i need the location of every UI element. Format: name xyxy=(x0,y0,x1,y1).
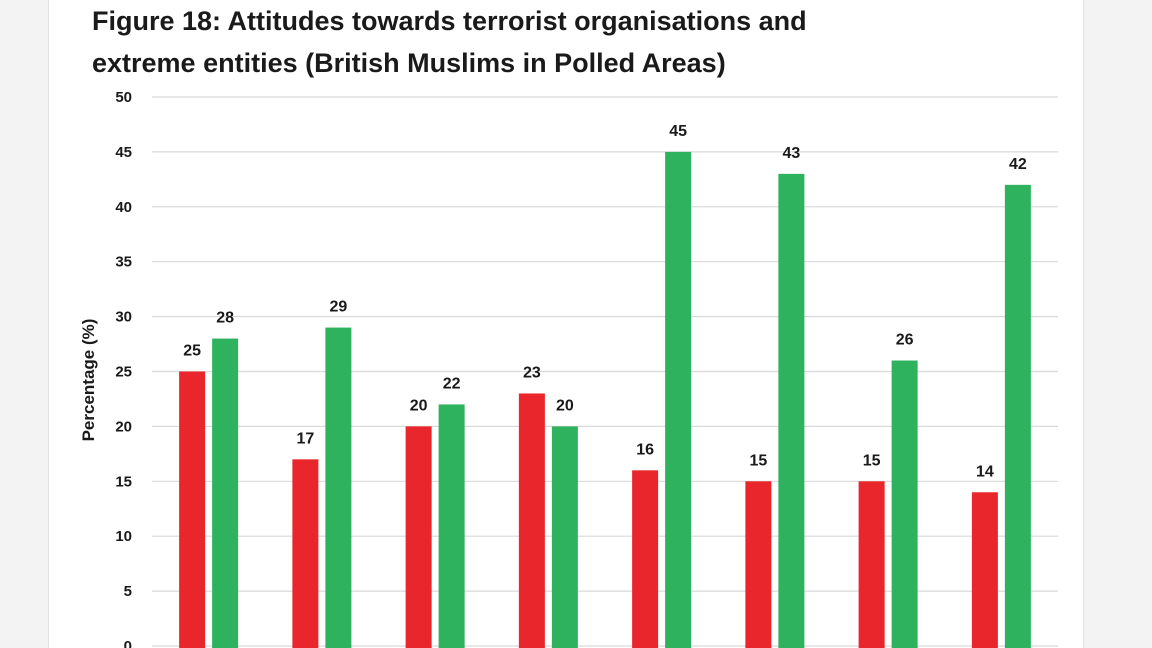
data-label: 16 xyxy=(636,441,654,458)
bar-series-1-group-6 xyxy=(745,481,772,648)
bar-series-2-group-3 xyxy=(438,404,465,648)
data-label: 15 xyxy=(749,452,767,469)
bar-series-2-group-5 xyxy=(665,151,692,648)
y-tick-label: 50 xyxy=(115,89,132,106)
y-tick-label: 35 xyxy=(115,254,132,271)
bar-series-2-group-4 xyxy=(551,426,578,648)
bar-series-1-group-2 xyxy=(292,459,319,648)
y-tick-label: 0 xyxy=(124,638,132,648)
bar-series-2-group-2 xyxy=(325,327,352,648)
y-tick-label: 45 xyxy=(115,144,132,161)
data-label: 43 xyxy=(782,145,800,162)
data-label: 23 xyxy=(523,364,541,381)
bar-series-1-group-1 xyxy=(179,371,206,648)
data-label: 28 xyxy=(216,310,234,327)
data-label: 15 xyxy=(863,452,881,469)
bar-series-2-group-6 xyxy=(778,173,805,648)
data-label: 22 xyxy=(443,375,461,392)
bar-series-2-group-7 xyxy=(891,360,918,648)
bars xyxy=(179,151,1031,648)
bar-series-1-group-8 xyxy=(971,492,998,648)
chart-title: Figure 18: Attitudes towards terrorist o… xyxy=(92,0,992,84)
data-label: 25 xyxy=(183,343,201,360)
bar-series-1-group-5 xyxy=(632,470,659,648)
chart-title-line-2: extreme entities (British Muslims in Pol… xyxy=(92,48,726,78)
y-axis-label: Percentage (%) xyxy=(79,319,98,442)
data-label: 20 xyxy=(410,397,428,414)
y-tick-label: 30 xyxy=(115,309,132,326)
bar-series-1-group-7 xyxy=(858,481,885,648)
y-tick-label: 25 xyxy=(115,364,132,381)
data-label: 26 xyxy=(896,332,914,349)
data-labels: 25 28 17 29 20 22 23 20 16 45 15 43 15 26 14 42 xyxy=(183,123,1027,480)
data-label: 42 xyxy=(1009,156,1027,173)
y-tick-label: 20 xyxy=(115,418,132,435)
y-axis-ticks: 0 5 10 15 20 25 30 35 40 45 50 xyxy=(115,89,132,648)
y-tick-label: 5 xyxy=(124,583,132,600)
bar-series-2-group-8 xyxy=(1004,184,1031,648)
data-label: 45 xyxy=(669,123,687,140)
y-tick-label: 40 xyxy=(115,199,132,216)
bar-series-1-group-3 xyxy=(405,426,432,648)
data-label: 14 xyxy=(976,463,994,480)
data-label: 20 xyxy=(556,397,574,414)
bar-series-2-group-1 xyxy=(212,338,239,648)
y-tick-label: 15 xyxy=(115,473,132,490)
gridlines xyxy=(152,96,1058,647)
y-tick-label: 10 xyxy=(115,528,132,545)
bar-series-1-group-4 xyxy=(518,393,545,648)
data-label: 17 xyxy=(296,430,314,447)
data-label: 29 xyxy=(329,299,347,316)
chart-title-line-1: Figure 18: Attitudes towards terrorist o… xyxy=(92,6,807,36)
